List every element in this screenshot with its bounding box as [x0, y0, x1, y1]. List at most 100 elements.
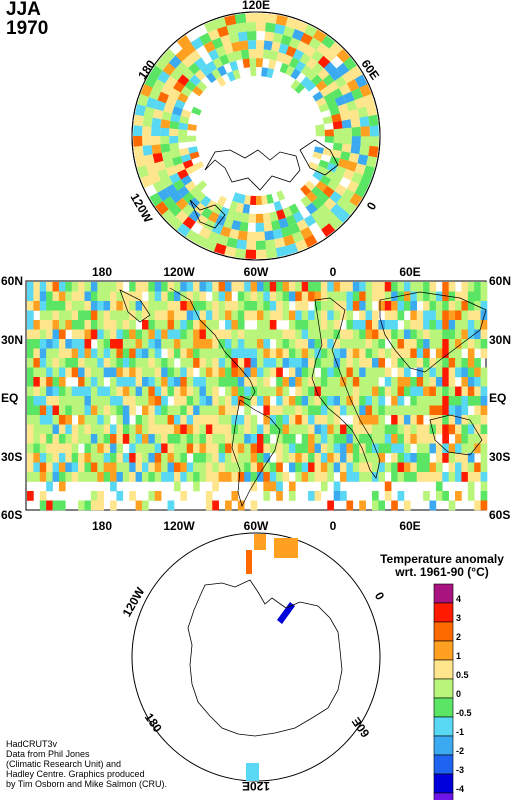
legend-tick: 1 [456, 651, 462, 661]
anomaly-cell [346, 79, 360, 92]
anomaly-cell [148, 358, 156, 368]
anomaly-cell [212, 329, 219, 340]
anomaly-cell [244, 249, 256, 259]
anomaly-cell [474, 367, 481, 378]
anomaly-cell [314, 291, 322, 302]
anomaly-cell [90, 282, 98, 292]
anomaly-cell [308, 434, 315, 444]
anomaly-cell [110, 386, 117, 397]
anomaly-cell [46, 377, 53, 387]
anomaly-cell [365, 472, 373, 482]
anomaly-cell [282, 405, 290, 416]
anomaly-cell [448, 396, 456, 406]
anomaly-cell [212, 396, 219, 406]
anomaly-cell [218, 301, 226, 311]
legend-color-swatch [433, 621, 454, 642]
anomaly-cell [323, 169, 335, 180]
anomaly-cell [103, 462, 111, 473]
anomaly-cell [288, 358, 296, 368]
anomaly-cell [455, 415, 462, 425]
anomaly-cell [133, 135, 143, 147]
equatorial-lat-labels-left: 60N 30N EQ 30S 60S [1, 274, 23, 522]
anomaly-cell [52, 367, 60, 378]
anomaly-cell [169, 142, 180, 152]
eq-left-lat-60n: 60N [1, 274, 23, 288]
anomaly-cell [320, 310, 328, 321]
anomaly-cell [148, 329, 156, 340]
anomaly-cell [435, 310, 443, 321]
anomaly-cell [384, 386, 392, 397]
anomaly-cell [429, 462, 437, 473]
anomaly-cell [193, 348, 200, 359]
anomaly-cell [314, 339, 322, 349]
anomaly-cell [461, 282, 469, 292]
legend-tick: 4 [456, 594, 462, 604]
anomaly-cell [90, 472, 98, 482]
anomaly-cell [295, 472, 303, 482]
anomaly-cell [359, 462, 366, 473]
anomaly-cell [314, 396, 322, 406]
anomaly-cell [250, 481, 258, 492]
anomaly-cell [255, 240, 266, 250]
anomaly-cell [27, 472, 34, 482]
anomaly-cell [149, 65, 163, 79]
anomaly-cell [225, 434, 232, 444]
anomaly-cell [467, 358, 475, 368]
season-label: JJA [6, 0, 41, 20]
anomaly-cell [288, 415, 296, 425]
anomaly-cell [416, 434, 424, 444]
anomaly-cell [212, 377, 219, 387]
anomaly-cell [279, 62, 290, 74]
anomaly-cell [180, 424, 188, 435]
anomaly-cell [180, 491, 188, 501]
anomaly-cell [122, 329, 130, 340]
anomaly-cell [273, 237, 286, 249]
anomaly-cell [225, 282, 232, 292]
anomaly-cell [167, 424, 175, 435]
anomaly-cell [442, 424, 449, 435]
anomaly-cell [129, 396, 136, 406]
anomaly-cell [270, 220, 281, 231]
anomaly-cell [467, 367, 475, 378]
anomaly-cell [71, 301, 79, 311]
anomaly-cell [442, 472, 449, 482]
anomaly-cell [84, 367, 92, 378]
anomaly-cell [116, 310, 124, 321]
anomaly-cell [474, 310, 481, 321]
anomaly-cell [384, 291, 392, 302]
anomaly-cell [78, 348, 85, 359]
anomaly-cell [237, 453, 245, 463]
anomaly-cell [359, 396, 366, 406]
anomaly-cell [410, 282, 418, 292]
anomaly-cell [90, 329, 98, 340]
anomaly-cell [208, 48, 220, 61]
anomaly-cell [116, 291, 124, 302]
anomaly-cell [410, 462, 418, 473]
anomaly-cell [237, 386, 245, 397]
anomaly-cell [291, 231, 305, 244]
anomaly-cell [288, 424, 296, 435]
anomaly-cell [90, 320, 98, 330]
anomaly-cell [172, 80, 185, 93]
anomaly-cell [235, 239, 247, 250]
anomaly-cell [359, 434, 366, 444]
anomaly-cell [333, 128, 343, 137]
anomaly-cell [429, 396, 437, 406]
anomaly-cell [78, 472, 85, 482]
anomaly-cell [378, 462, 386, 473]
anomaly-cell [315, 124, 325, 131]
anomaly-cell [359, 358, 366, 368]
anomaly-cell [103, 424, 111, 435]
map-title: JJA 1970 [6, 0, 48, 38]
anomaly-cell [97, 434, 104, 444]
anomaly-cell [378, 329, 386, 340]
anomaly-cell [327, 462, 334, 473]
anomaly-cell [122, 301, 130, 311]
anomaly-cell [288, 462, 296, 473]
anomaly-cell [365, 291, 373, 302]
anomaly-cell [442, 348, 449, 359]
anomaly-cell [173, 282, 181, 292]
anomaly-cell [461, 386, 469, 397]
anomaly-cell [372, 282, 379, 292]
anomaly-cell [301, 424, 309, 435]
